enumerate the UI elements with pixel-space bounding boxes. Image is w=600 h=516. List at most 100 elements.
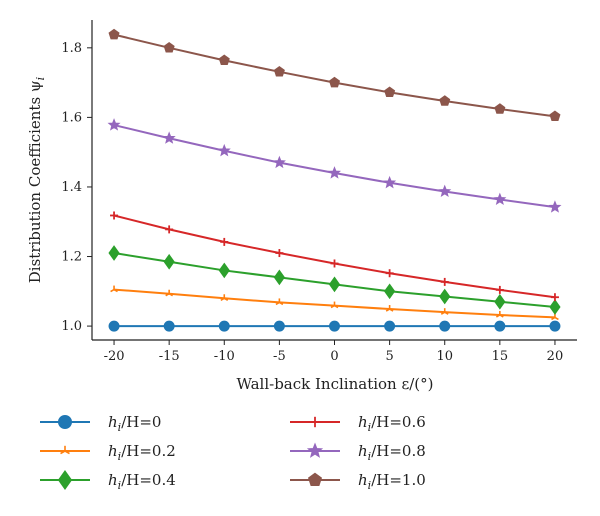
legend-item: hi/H=0.8: [290, 442, 426, 463]
data-point-pentagon: [273, 66, 285, 77]
data-point-plus: [110, 211, 119, 220]
data-point-diamond: [218, 262, 230, 279]
data-point-pentagon: [218, 54, 230, 66]
data-point-plus: [550, 293, 559, 302]
legend-label-rest: /H=1.0: [371, 471, 426, 489]
data-point-circle: [439, 320, 451, 332]
legend-label: hi/H=1.0: [358, 471, 426, 492]
series-3: [110, 211, 559, 302]
data-point-diamond: [549, 299, 561, 315]
legend-label: hi/H=0.6: [358, 413, 426, 434]
series: [107, 28, 562, 332]
legend-label-sub: i: [368, 421, 372, 434]
legend-item: hi/H=0.2: [40, 442, 176, 463]
data-point-pentagon: [108, 28, 120, 40]
y-tick-label: 1.6: [61, 110, 82, 125]
data-point-tri: [220, 294, 229, 301]
data-point-circle: [384, 320, 396, 332]
data-point-star: [327, 166, 342, 179]
legend-label-rest: /H=0.4: [121, 471, 176, 489]
legend-label-sub: i: [368, 479, 372, 492]
legend-label-rest: /H=0.2: [121, 442, 176, 460]
data-point-pentagon: [494, 103, 506, 114]
y-tick-label: 1.0: [61, 319, 82, 334]
legend-label-rest: /H=0.8: [371, 442, 426, 460]
legend-label-rest: /H=0.6: [371, 413, 426, 431]
legend-label: hi/H=0.4: [108, 471, 176, 492]
data-point-tri: [275, 298, 284, 306]
data-point-star: [383, 175, 397, 189]
legend-item: hi/H=0: [40, 413, 161, 434]
series-2: [108, 245, 561, 315]
legend-item: hi/H=1.0: [290, 471, 426, 492]
data-point-circle: [108, 320, 120, 332]
series-4: [107, 118, 562, 213]
x-tick-label: 15: [492, 349, 509, 364]
data-point-diamond: [108, 245, 120, 261]
data-point-pentagon: [549, 110, 561, 122]
y-axis-title-sub: i: [34, 77, 47, 81]
data-point-circle: [163, 320, 175, 332]
x-tick-label: 20: [547, 349, 564, 364]
data-point-diamond: [328, 276, 341, 293]
y-axis-title: Distribution Coefficients ψi: [26, 77, 47, 283]
series-1: [110, 285, 559, 321]
data-point-plus: [165, 225, 174, 234]
legend-label-h: h: [358, 413, 368, 431]
data-point-pentagon: [328, 76, 341, 88]
legend-label-h: h: [108, 413, 118, 431]
data-point-pentagon: [163, 42, 175, 53]
x-tick-label: -15: [159, 349, 180, 364]
y-axis-title-main: Distribution Coefficients ψ: [26, 80, 44, 283]
x-tick-label: 5: [385, 349, 393, 364]
series-0: [108, 320, 561, 332]
legend-label: hi/H=0: [108, 413, 161, 434]
data-point-tri: [440, 308, 449, 315]
data-point-pentagon: [307, 472, 323, 486]
y-tick-label: 1.2: [61, 250, 82, 265]
data-point-plus: [440, 277, 449, 286]
data-point-circle: [549, 320, 561, 332]
data-point-diamond: [439, 288, 451, 305]
data-point-pentagon: [439, 95, 451, 106]
legend-label: hi/H=0.2: [108, 442, 176, 463]
data-point-plus: [330, 259, 339, 268]
series-line: [113, 33, 556, 118]
legend-label-sub: i: [368, 450, 372, 463]
y-tick-label: 1.8: [61, 41, 82, 56]
legend-label-sub: i: [118, 421, 122, 434]
data-point-tri: [110, 285, 118, 293]
data-point-plus: [275, 249, 284, 258]
x-tick-label: -5: [273, 349, 286, 364]
ticks: -20 -15 -10 -5 0 5 10 15 20 1.0 1.2 1.4 1.6 1.8: [61, 41, 563, 364]
legend-label-h: h: [358, 471, 368, 489]
data-point-diamond: [273, 269, 286, 286]
data-point-circle: [218, 320, 230, 332]
x-tick-label: 10: [436, 349, 453, 364]
data-point-plus: [220, 237, 229, 246]
data-point-star: [162, 131, 176, 144]
data-point-circle: [494, 320, 506, 332]
x-tick-label: 0: [330, 349, 338, 364]
y-tick-label: 1.4: [61, 180, 82, 195]
series-5: [108, 28, 561, 122]
legend-label-h: h: [358, 442, 368, 460]
data-point-plus: [309, 416, 321, 428]
data-point-diamond: [383, 283, 396, 300]
data-point-tri: [330, 301, 339, 309]
data-point-pentagon: [384, 86, 396, 98]
legend-label: hi/H=0.8: [358, 442, 426, 463]
data-point-star: [107, 118, 121, 131]
data-point-star: [306, 442, 324, 458]
x-axis-title: Wall-back Inclination ε/(°): [236, 375, 433, 393]
data-point-tri: [495, 310, 504, 318]
legend-label-h: h: [108, 442, 118, 460]
data-point-circle: [58, 415, 72, 429]
data-point-plus: [385, 269, 394, 278]
legend-label-sub: i: [118, 479, 122, 492]
data-point-star: [548, 200, 562, 213]
x-tick-label: -20: [104, 349, 125, 364]
data-point-circle: [329, 320, 340, 332]
legend-label-h: h: [108, 471, 118, 489]
